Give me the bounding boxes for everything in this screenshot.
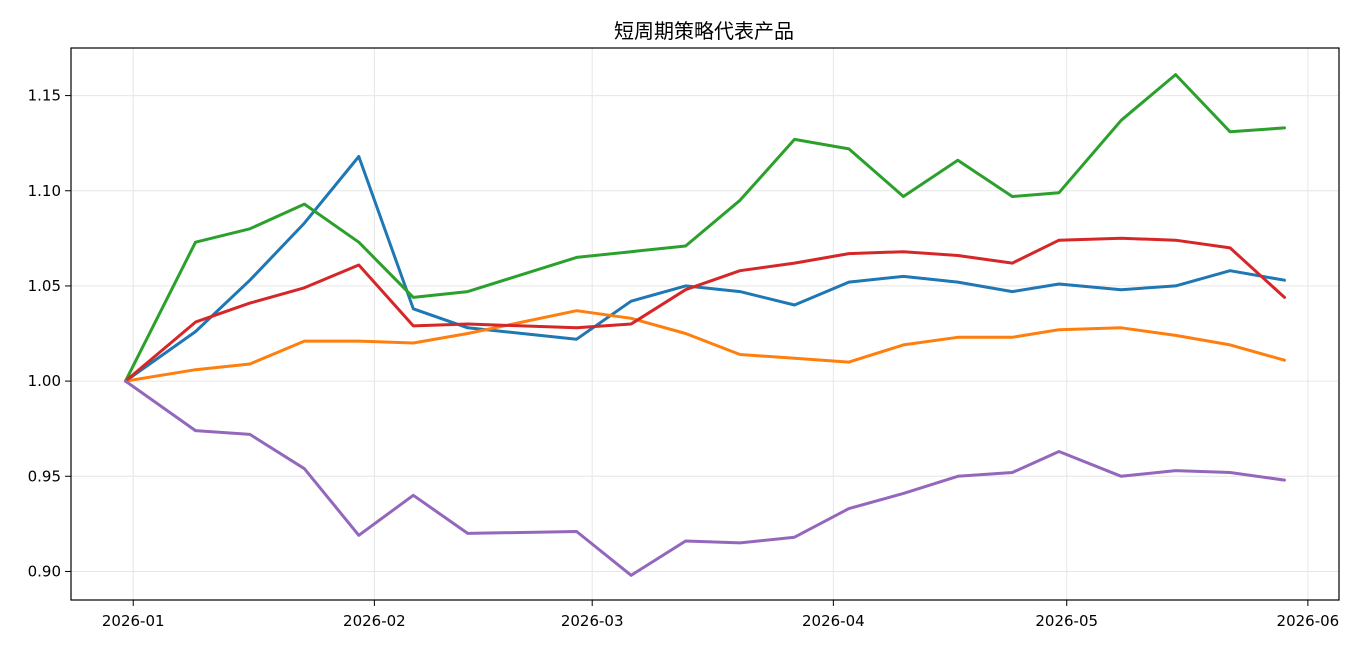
series-line-2 bbox=[124, 309, 1286, 383]
x-tick-label: 2026-02 bbox=[343, 612, 406, 630]
chart-title: 短周期策略代表产品 bbox=[614, 19, 794, 43]
series-lines bbox=[124, 73, 1286, 577]
y-tick-label: 1.10 bbox=[28, 182, 61, 200]
y-tick-label: 0.95 bbox=[28, 467, 61, 485]
x-axis: 2026-01 2026-02 2026-03 2026-04 2026-05 2026-… bbox=[102, 600, 1339, 630]
series-line-5 bbox=[124, 379, 1286, 577]
y-tick-label: 0.90 bbox=[28, 562, 61, 580]
y-tick-label: 1.15 bbox=[28, 87, 61, 105]
y-tick-label: 1.00 bbox=[28, 372, 61, 390]
x-tick-label: 2026-04 bbox=[802, 612, 865, 630]
series-line-1 bbox=[124, 155, 1286, 383]
series-line-4 bbox=[124, 236, 1286, 383]
x-tick-label: 2026-01 bbox=[102, 612, 165, 630]
x-tick-label: 2026-05 bbox=[1035, 612, 1098, 630]
x-tick-label: 2026-03 bbox=[561, 612, 624, 630]
y-tick-label: 1.05 bbox=[28, 277, 61, 295]
series-line-3 bbox=[124, 73, 1286, 383]
grid bbox=[71, 48, 1339, 600]
x-tick-label: 2026-06 bbox=[1277, 612, 1340, 630]
y-axis: 0.90 0.95 1.00 1.05 1.10 1.15 bbox=[28, 87, 71, 580]
plot-frame bbox=[70, 47, 1340, 601]
